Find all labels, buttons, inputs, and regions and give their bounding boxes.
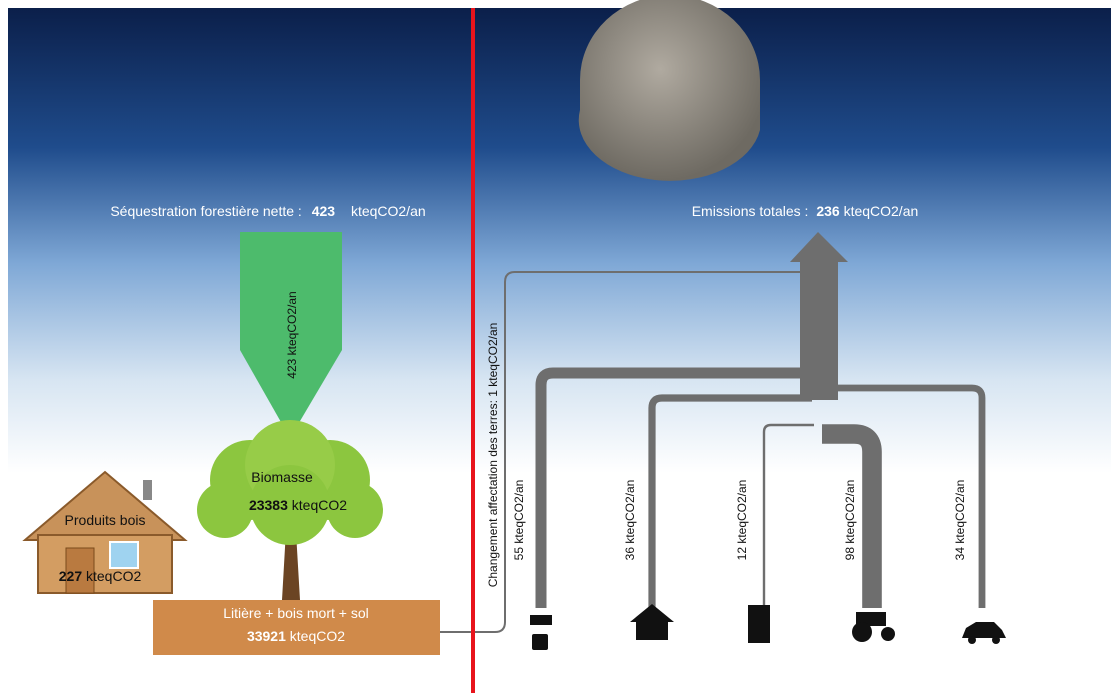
flow-label: 55 kteqCO2/an xyxy=(512,480,526,561)
car-icon xyxy=(962,622,1006,644)
produits-bois-label: Produits bois xyxy=(65,512,146,528)
flow-label: 36 kteqCO2/an xyxy=(623,480,637,561)
biomasse-label: Biomasse xyxy=(251,469,313,485)
house xyxy=(22,470,188,594)
moon xyxy=(578,0,760,181)
flow xyxy=(826,384,986,608)
label: Emissions totales : xyxy=(692,203,809,219)
produits-bois-stock: 227 kteqCO2 xyxy=(59,568,142,584)
sol-stock: 33921 kteqCO2 xyxy=(247,628,345,644)
value: 236 xyxy=(816,203,840,219)
sequestration-arrow xyxy=(240,232,342,438)
flow-label: 12 kteqCO2/an xyxy=(735,480,749,561)
icons xyxy=(530,604,1006,650)
building-icon xyxy=(748,605,770,643)
value: 423 xyxy=(312,203,336,219)
flows: Changement affectation des terres: 1 kte… xyxy=(440,271,986,633)
emissions-title: Emissions totales : 236 kteqCO2/an xyxy=(692,203,919,219)
unit: kteqCO2 xyxy=(292,497,347,513)
value: 23383 xyxy=(249,497,288,513)
sol-label: Litière + bois mort + sol xyxy=(223,605,369,621)
arrow-label: 423 kteqCO2/an xyxy=(285,291,299,378)
emissions-arrow xyxy=(790,232,848,400)
unit: kteqCO2 xyxy=(290,628,345,644)
unit: kteqCO2/an xyxy=(844,203,919,219)
biomasse-stock: 23383 kteqCO2 xyxy=(249,497,347,513)
value: 227 xyxy=(59,568,83,584)
flow xyxy=(440,271,805,633)
flow-label: 98 kteqCO2/an xyxy=(843,480,857,561)
house-icon xyxy=(630,604,674,640)
flow xyxy=(762,423,814,608)
soil-box xyxy=(153,600,440,655)
flow-label: 34 kteqCO2/an xyxy=(953,480,967,561)
flow xyxy=(535,367,812,608)
unit: kteqCO2 xyxy=(86,568,141,584)
flow xyxy=(648,394,812,608)
flow-label: Changement affectation des terres: 1 kte… xyxy=(486,323,500,588)
tractor-icon xyxy=(852,612,895,642)
bin-icon xyxy=(532,634,548,650)
flow xyxy=(822,424,882,608)
tree xyxy=(197,420,383,600)
value: 33921 xyxy=(247,628,286,644)
label: Séquestration forestière nette : xyxy=(110,203,301,219)
factory-icon xyxy=(530,615,552,625)
sky xyxy=(8,8,1111,473)
sequestration-title: Séquestration forestière nette : 423 kte… xyxy=(110,203,425,219)
unit: kteqCO2/an xyxy=(351,203,426,219)
